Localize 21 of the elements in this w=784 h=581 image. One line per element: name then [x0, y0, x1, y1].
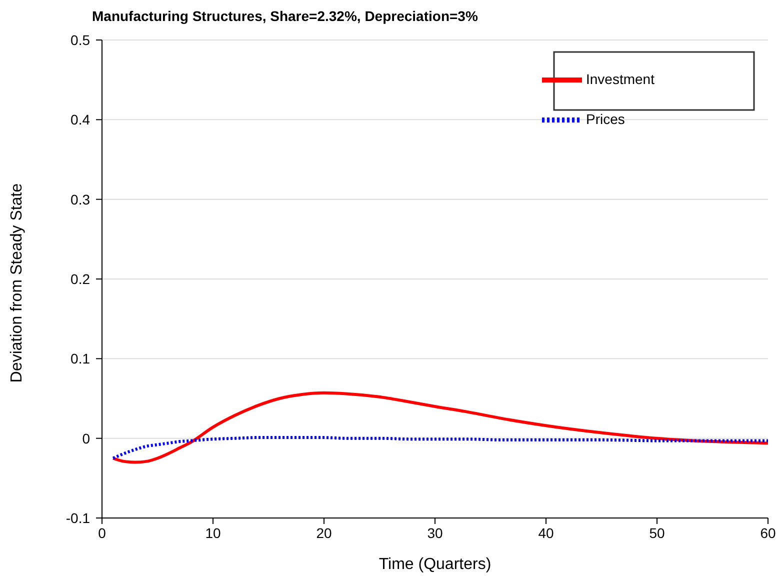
x-tick-label: 30 [427, 524, 443, 541]
y-tick-label: 0.3 [70, 191, 90, 208]
legend-label: Investment [586, 71, 654, 88]
x-axis-title: Time (Quarters) [378, 556, 492, 574]
chart-title: Manufacturing Structures, Share=2.32%, Depreciation=3% [92, 8, 478, 24]
y-tick-label: 0.2 [70, 270, 90, 287]
y-tick-label: 0.5 [70, 32, 90, 48]
x-tick-label: 40 [538, 524, 554, 541]
y-tick-label: -0.1 [66, 510, 90, 526]
x-tick-label: 20 [316, 524, 332, 541]
y-tick-label: 0.4 [70, 112, 90, 128]
y-tick-label: 0.1 [70, 350, 90, 367]
legend-label: Prices [586, 111, 625, 128]
y-axis-title: Deviation from Steady State [9, 182, 27, 382]
x-tick-label: 50 [649, 524, 665, 541]
line-series [112, 436, 768, 460]
line-series [112, 391, 768, 464]
y-tick-label: 0 [82, 430, 90, 446]
x-tick-label: 0 [98, 524, 106, 541]
x-tick-label: 60 [760, 524, 776, 541]
x-tick-label: 10 [205, 524, 221, 541]
